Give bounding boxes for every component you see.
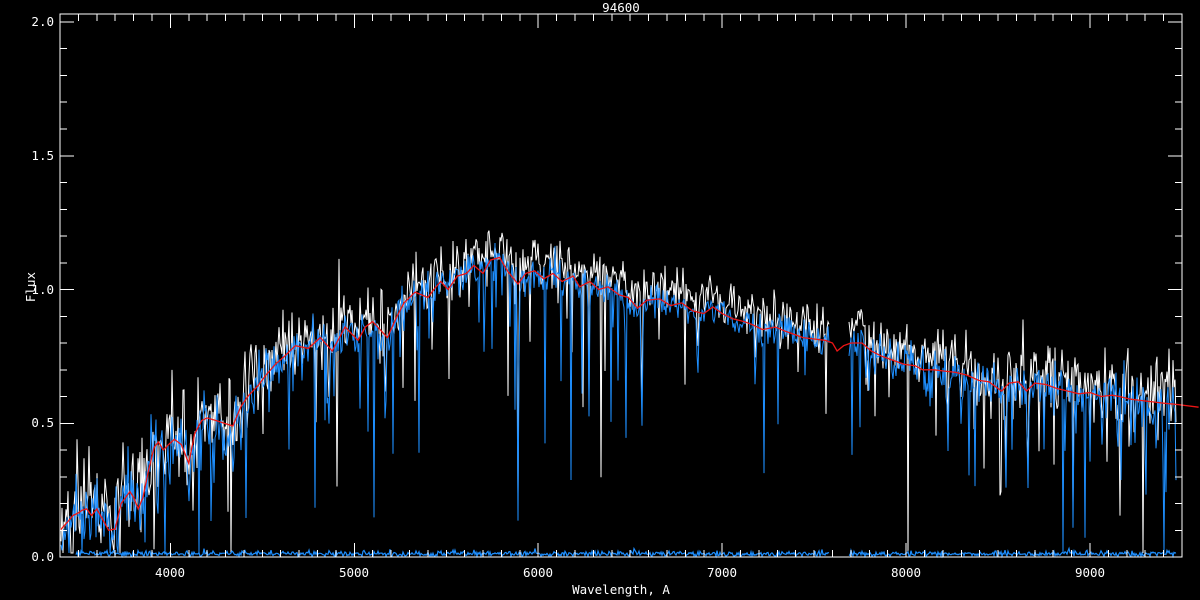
x-axis-label: Wavelength, A — [572, 582, 670, 597]
template-fit-trace — [59, 256, 1199, 532]
y-tick-label: 0.0 — [31, 549, 54, 564]
error-spectrum-trace — [75, 546, 1177, 559]
observed-spectrum-trace — [60, 242, 1177, 554]
y-tick-label: 0.5 — [31, 415, 54, 430]
x-tick-label: 4000 — [155, 565, 185, 580]
y-tick-label: 1.5 — [31, 148, 54, 163]
plot-axes — [59, 13, 1183, 558]
axis-tick-labels: 4000 5000 6000 7000 8000 9000 0.0 0.5 1.0 1.5 2.0 — [31, 14, 1105, 580]
x-tick-label: 5000 — [339, 565, 369, 580]
spectrum-traces — [59, 230, 1199, 559]
y-tick-label: 2.0 — [31, 14, 54, 29]
x-tick-label: 6000 — [523, 565, 553, 580]
x-tick-label: 8000 — [891, 565, 921, 580]
x-tick-label: 9000 — [1075, 565, 1105, 580]
axes-and-ticks — [59, 13, 1183, 558]
x-tick-label: 7000 — [707, 565, 737, 580]
y-tick-label: 1.0 — [31, 282, 54, 297]
chart-title: 94600 — [602, 0, 640, 15]
y-axis-label: Flux — [23, 271, 38, 302]
